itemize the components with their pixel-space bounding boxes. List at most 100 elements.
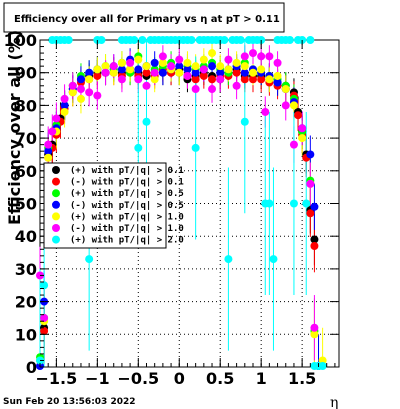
data-point: [216, 62, 225, 71]
y-tick-label: 30: [15, 260, 37, 279]
data-point: [273, 58, 282, 67]
data-point: [289, 140, 298, 149]
data-point: [199, 71, 208, 80]
data-point: [183, 71, 192, 80]
data-point: [236, 36, 245, 44]
y-tick-label: 0: [26, 358, 37, 377]
legend-entry: (-) with pT/|q| > 0.5: [70, 200, 184, 211]
data-point: [265, 199, 274, 208]
data-point: [109, 62, 118, 71]
data-point: [134, 143, 143, 152]
data-point: [302, 199, 311, 208]
data-point: [294, 111, 303, 120]
data-point: [44, 153, 53, 162]
data-point: [310, 323, 319, 332]
data-point: [134, 55, 143, 64]
data-point: [142, 81, 151, 90]
data-point: [150, 68, 159, 77]
legend-entry: (-) with pT/|q| > 0.1: [70, 177, 184, 188]
data-point: [289, 101, 298, 110]
data-point: [134, 65, 143, 74]
legend-marker: [52, 189, 60, 198]
data-point: [93, 71, 102, 80]
legend-entry: (+) with pT/|q| > 0.5: [70, 188, 184, 199]
data-point: [126, 58, 135, 67]
x-tick-label: 1.5: [288, 369, 316, 388]
data-point: [240, 62, 249, 71]
legend-marker: [52, 177, 60, 186]
data-point: [175, 68, 184, 77]
x-tick-label: −0.5: [117, 369, 159, 388]
data-point: [220, 36, 229, 44]
data-point: [224, 255, 233, 264]
data-point: [138, 36, 147, 44]
data-point: [101, 62, 110, 71]
data-point: [158, 58, 167, 67]
data-point: [126, 65, 135, 74]
data-point: [306, 209, 315, 218]
data-point: [117, 58, 126, 67]
data-point: [285, 36, 294, 44]
x-tick-label: −1: [85, 369, 110, 388]
chart-title: Efficiency over all for Primary vs η at …: [14, 14, 280, 25]
x-axis-label: η: [330, 395, 338, 409]
data-point: [240, 52, 249, 61]
data-point: [208, 85, 217, 94]
data-point: [224, 65, 233, 74]
legend-marker: [52, 235, 60, 244]
y-tick-label: 80: [15, 96, 37, 115]
data-point: [298, 124, 307, 133]
y-tick-label: 10: [15, 325, 37, 344]
data-point: [248, 49, 257, 58]
data-point: [298, 134, 307, 143]
data-point: [306, 179, 315, 188]
legend-marker: [52, 212, 60, 221]
title-box: [3, 2, 285, 33]
data-point: [175, 55, 184, 64]
data-point: [93, 91, 102, 100]
data-point: [216, 75, 225, 84]
data-point: [167, 62, 176, 71]
legend-marker: [52, 166, 60, 174]
data-points: [36, 36, 327, 370]
data-point: [191, 85, 200, 94]
y-tick-label: 40: [15, 227, 37, 246]
legend-entry: (-) with pT/|q| > 1.0: [70, 223, 184, 234]
data-point: [232, 81, 241, 90]
data-point: [52, 114, 61, 123]
data-point: [232, 68, 241, 77]
data-point: [117, 75, 126, 84]
data-point: [224, 55, 233, 64]
data-point: [175, 62, 184, 71]
y-tick-label: 20: [15, 293, 37, 312]
y-tick-label: 50: [15, 195, 37, 214]
data-point: [60, 94, 69, 103]
timestamp: Sun Feb 20 13:56:03 2022: [3, 397, 136, 407]
data-point: [158, 52, 167, 61]
data-point: [187, 36, 196, 44]
data-point: [134, 75, 143, 84]
data-point: [310, 235, 319, 244]
x-tick-label: 0: [174, 369, 185, 388]
data-point: [269, 255, 278, 264]
data-point: [142, 62, 151, 71]
y-tick-label: 90: [15, 64, 37, 83]
axis-ticks: 0 10 20 30 40 50 60 70 80 90 100 −1.5 −1 −0.5 0 0.5 1 1.5: [4, 31, 339, 388]
data-point: [85, 68, 94, 77]
data-point: [48, 127, 57, 136]
data-point: [240, 75, 249, 84]
data-point: [85, 88, 94, 97]
data-point: [261, 107, 270, 116]
legend-marker: [52, 224, 60, 232]
data-point: [289, 199, 298, 208]
data-point: [208, 49, 217, 58]
data-point: [150, 75, 159, 84]
data-point: [101, 68, 110, 77]
data-point: [257, 75, 266, 84]
legend-entry: (+) with pT/|q| > 0.1: [70, 165, 184, 176]
data-point: [76, 94, 85, 103]
data-point: [232, 58, 241, 67]
y-tick-label: 70: [15, 129, 37, 148]
y-tick-label: 100: [4, 31, 37, 50]
